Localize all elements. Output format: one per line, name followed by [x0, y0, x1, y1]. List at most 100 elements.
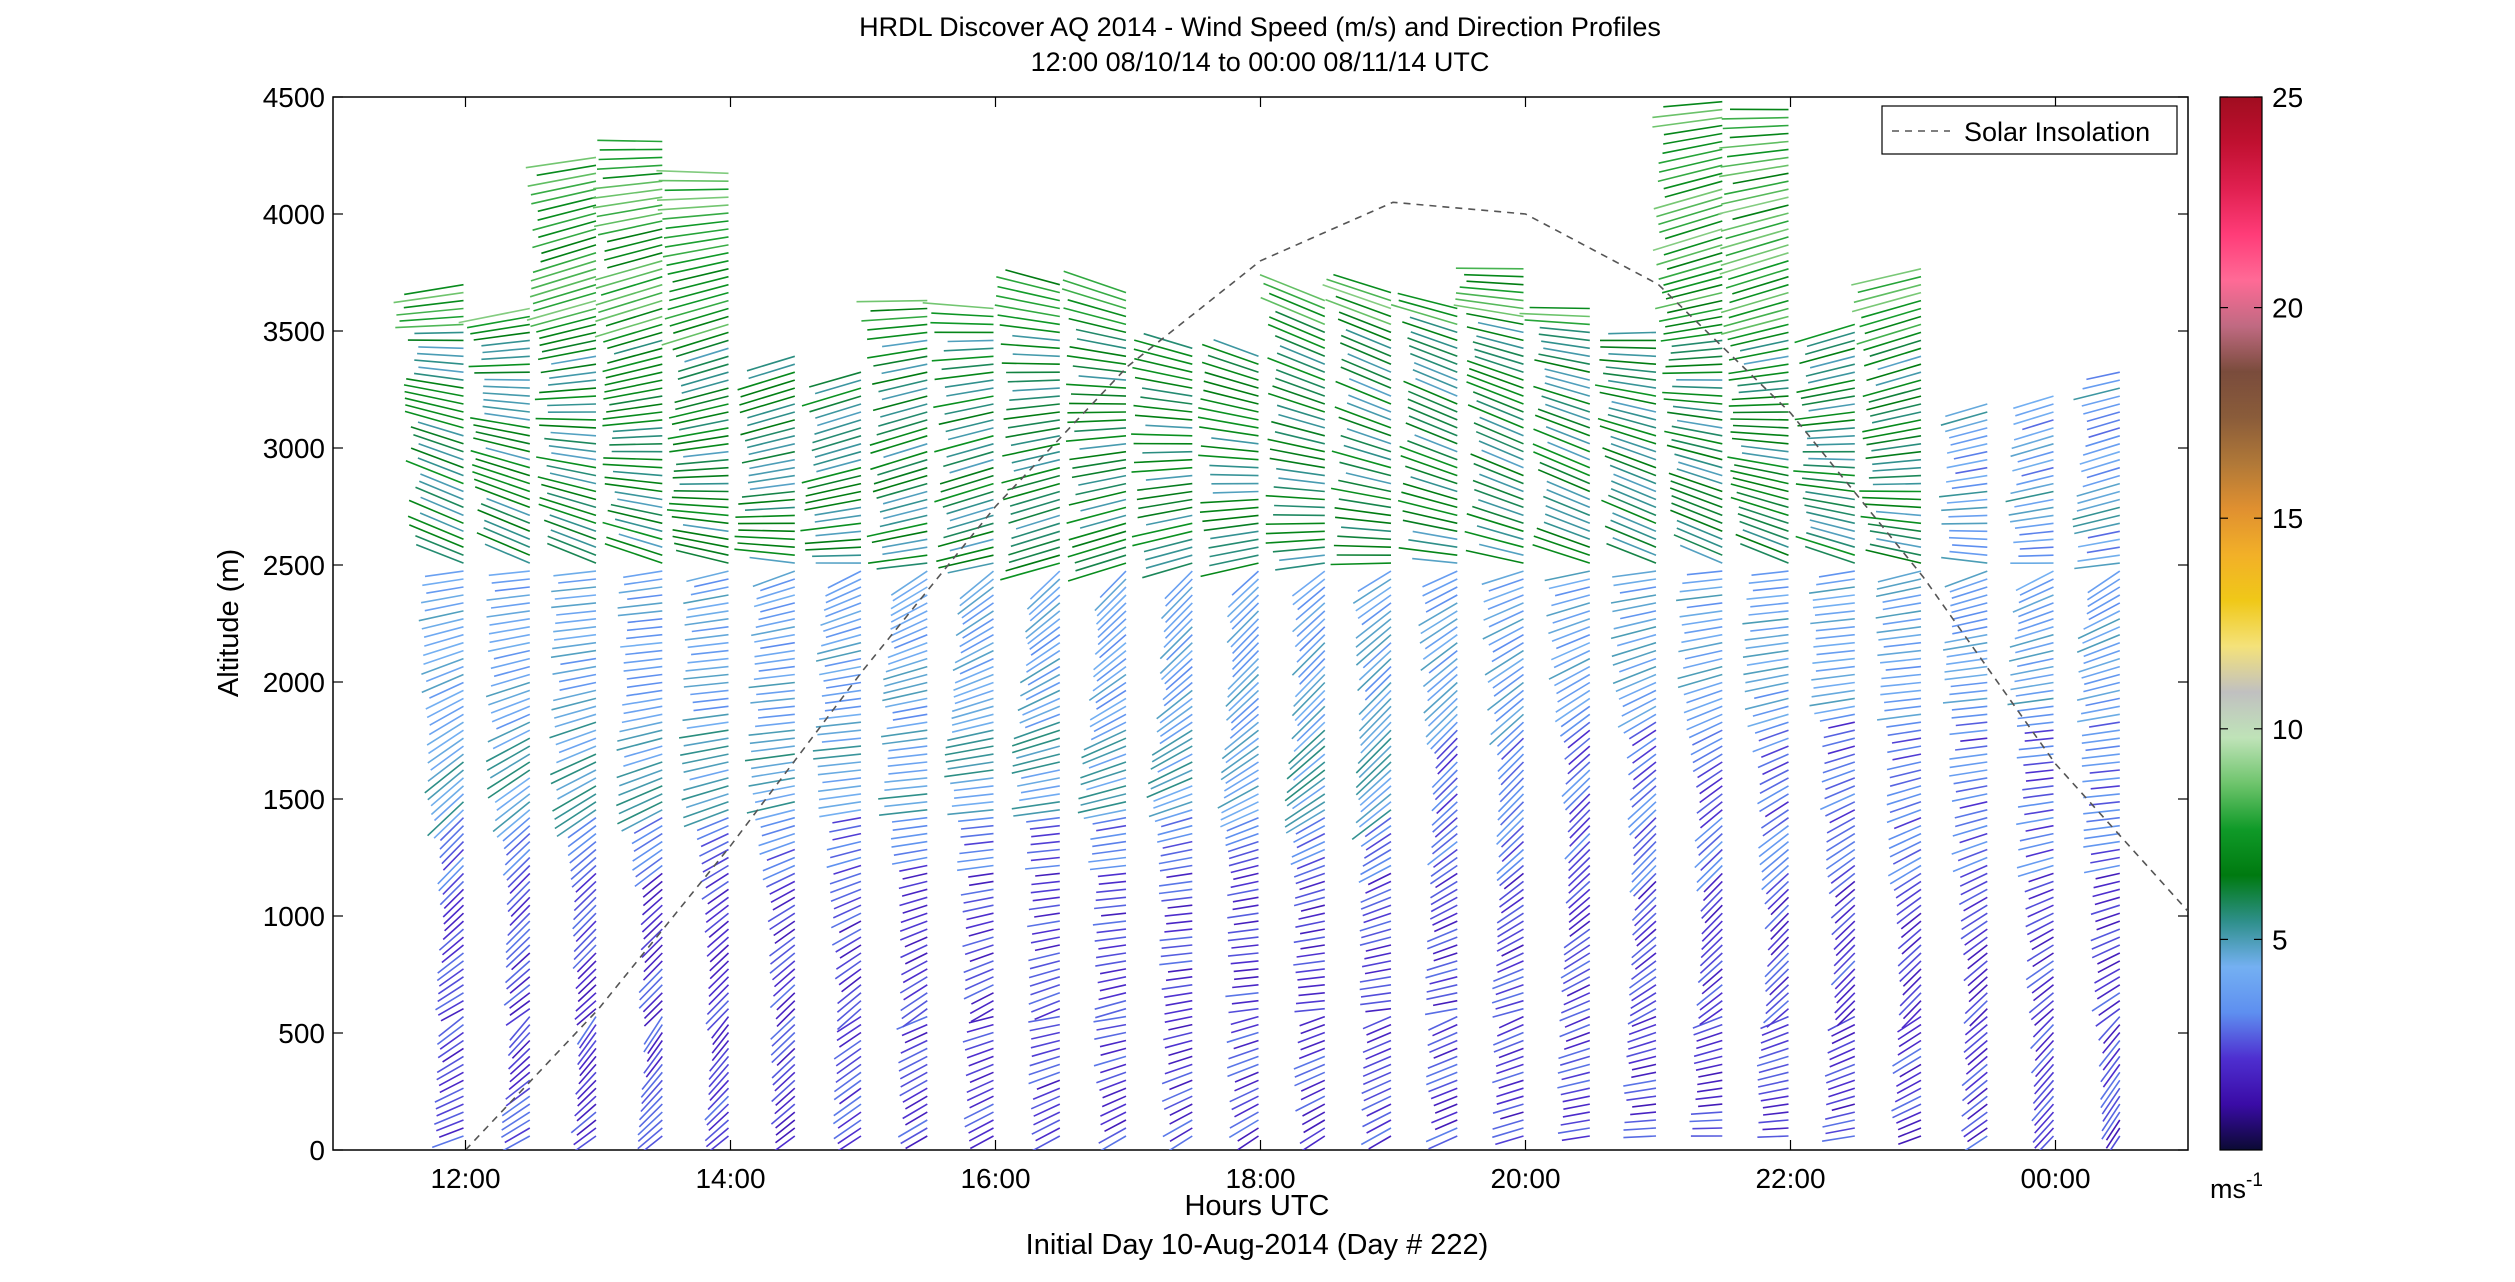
- wind-barb: [1660, 331, 1723, 342]
- wind-barb: [677, 355, 729, 373]
- wind-barb: [1473, 462, 1524, 485]
- wind-barb: [1364, 673, 1392, 701]
- wind-barb: [902, 968, 928, 984]
- wind-barb: [407, 515, 464, 541]
- wind-barb: [1289, 737, 1326, 771]
- wind-barb: [2072, 514, 2120, 528]
- wind-barb: [436, 1023, 464, 1046]
- wind-barb: [1030, 1095, 1061, 1110]
- wind-barb: [1748, 578, 1789, 584]
- wind-barb: [570, 848, 597, 872]
- wind-barb: [1822, 761, 1856, 774]
- wind-barb: [814, 443, 862, 458]
- wind-barb: [1730, 496, 1789, 517]
- wind-barb: [1434, 1103, 1458, 1114]
- wind-barb: [1967, 1103, 1988, 1120]
- wind-barb: [604, 483, 663, 493]
- wind-barb: [1882, 594, 1922, 603]
- wind-barb: [668, 283, 729, 302]
- wind-barb: [1636, 928, 1657, 947]
- wind-barb: [612, 427, 663, 433]
- wind-barb: [1965, 1055, 1988, 1075]
- wind-barb: [666, 509, 729, 517]
- wind-barb: [1355, 618, 1392, 648]
- wind-barb: [2005, 490, 2054, 503]
- wind-barb: [1880, 681, 1922, 688]
- wind-barb: [527, 172, 597, 187]
- wind-barb: [1020, 785, 1060, 794]
- wind-barb: [607, 347, 663, 364]
- wind-barb: [826, 856, 862, 869]
- wind-barb: [395, 323, 464, 329]
- wind-barb: [1610, 487, 1657, 509]
- wind-barb: [1630, 1111, 1657, 1116]
- wind-barb: [1030, 1039, 1060, 1049]
- wind-barb: [1361, 602, 1392, 626]
- wind-barb: [496, 713, 531, 730]
- wind-barb: [2088, 721, 2120, 728]
- wind-barb: [1226, 1055, 1259, 1069]
- wind-barb: [2109, 1135, 2121, 1150]
- wind-barb: [1539, 461, 1591, 485]
- wind-barb: [1099, 1039, 1127, 1048]
- wind-barb: [1492, 1103, 1524, 1114]
- wind-barb: [1951, 602, 1988, 614]
- wind-barb: [578, 1032, 597, 1057]
- wind-barb: [549, 514, 597, 533]
- wind-barb: [1496, 809, 1525, 838]
- wind-barb: [1967, 944, 1988, 961]
- wind-barb: [672, 535, 729, 548]
- wind-barb: [1008, 538, 1061, 556]
- wind-barb: [602, 411, 663, 420]
- wind-barb: [1292, 753, 1326, 781]
- wind-barb: [836, 1008, 862, 1031]
- wind-barb: [1945, 403, 1988, 418]
- wind-barb: [436, 1055, 464, 1074]
- wind-barb: [604, 476, 663, 485]
- wind-barb: [1429, 976, 1458, 985]
- wind-barb: [546, 492, 597, 509]
- wind-barb: [1693, 1023, 1723, 1036]
- wind-barb: [1224, 721, 1260, 751]
- wind-barb: [770, 1016, 796, 1040]
- wind-barb: [1284, 769, 1326, 802]
- wind-barb: [530, 260, 597, 282]
- wind-barb: [1009, 395, 1060, 401]
- wind-barb: [2025, 848, 2054, 858]
- wind-barb: [1011, 801, 1060, 810]
- wind-barb: [1829, 1055, 1856, 1068]
- wind-barb: [626, 673, 663, 680]
- wind-barb: [621, 809, 663, 832]
- wind-barb: [1407, 406, 1458, 429]
- wind-barb: [964, 840, 994, 846]
- wind-barb: [438, 1071, 464, 1087]
- wind-barb: [1497, 745, 1525, 772]
- wind-barb: [1834, 976, 1856, 999]
- wind-barb: [1159, 713, 1193, 738]
- wind-barb: [1030, 840, 1060, 846]
- wind-barb: [1887, 729, 1922, 737]
- wind-barb: [824, 697, 862, 704]
- wind-barb: [574, 1135, 597, 1150]
- wind-barb: [1758, 825, 1789, 849]
- wind-barb: [1963, 896, 1988, 912]
- wind-barb: [1690, 737, 1723, 756]
- wind-barb: [1544, 368, 1590, 381]
- wind-barb: [943, 450, 994, 468]
- wind-barb: [1407, 439, 1458, 461]
- wind-barb: [1568, 912, 1591, 931]
- wind-barb: [640, 1071, 663, 1098]
- wind-barb: [706, 992, 730, 1015]
- wind-barb: [1869, 530, 1922, 541]
- wind-barb: [1731, 395, 1789, 401]
- wind-barb: [1288, 729, 1326, 765]
- wind-barb: [1500, 761, 1525, 786]
- wind-barb: [1610, 443, 1657, 461]
- wind-barb: [1361, 960, 1392, 968]
- wind-barb: [833, 1071, 862, 1093]
- wind-barb: [1627, 1007, 1657, 1025]
- wind-barb: [1227, 658, 1260, 690]
- wind-barb: [1274, 334, 1326, 358]
- wind-barb: [410, 426, 464, 445]
- wind-barb: [1664, 220, 1723, 240]
